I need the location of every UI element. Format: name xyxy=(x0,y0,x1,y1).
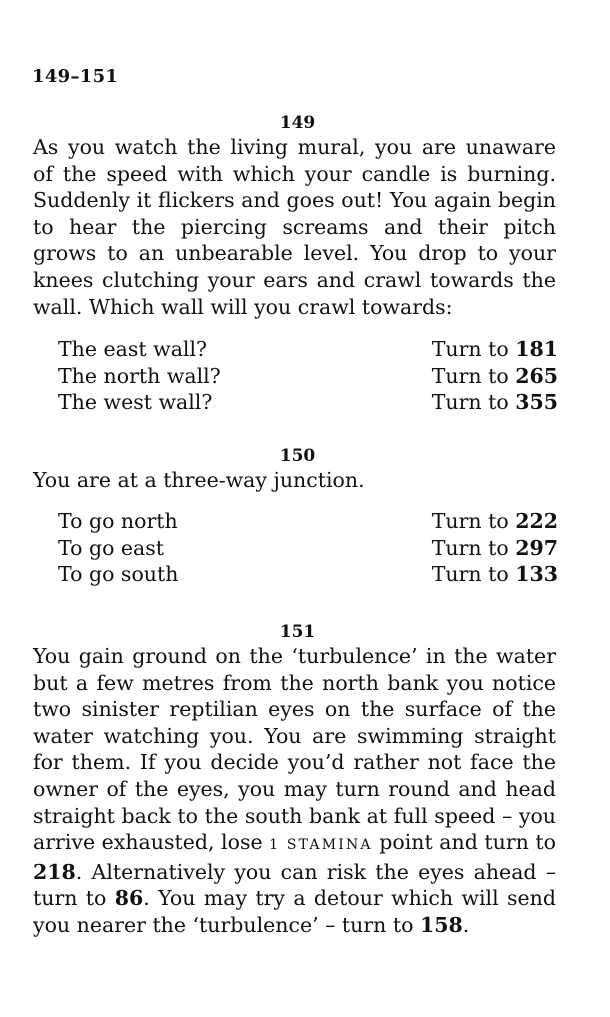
section-number-150: 150 xyxy=(279,446,316,466)
choice-row: The east wall? Turn to 181 xyxy=(58,336,558,363)
section-number-149: 149 xyxy=(279,113,316,133)
turn-to: Turn to 222 xyxy=(431,509,558,533)
choice-row: To go east Turn to 297 xyxy=(58,535,558,562)
turn-number: 86 xyxy=(114,886,144,911)
turn-number: 355 xyxy=(515,390,558,415)
turn-number: 265 xyxy=(515,363,558,388)
choice-label: The east wall? xyxy=(58,337,208,361)
number-one: 1 xyxy=(269,837,281,854)
section-150-choices: To go north Turn to 222 To go east Turn … xyxy=(58,508,558,588)
stamina-term: stamina xyxy=(286,837,373,854)
running-head: 149–151 xyxy=(32,66,119,87)
choice-row: The west wall? Turn to 355 xyxy=(58,389,558,416)
choice-label: To go south xyxy=(58,562,179,587)
choice-row: To go south Turn to 133 xyxy=(58,561,558,588)
choice-label: To go north xyxy=(58,509,178,533)
turn-to: Turn to 265 xyxy=(431,363,558,388)
section-149-choices: The east wall? Turn to 181 The north wal… xyxy=(58,336,558,416)
turn-to: Turn to 133 xyxy=(431,562,558,587)
turn-number: 222 xyxy=(515,509,558,533)
turn-number: 158 xyxy=(419,912,463,937)
section-number-151: 151 xyxy=(279,622,316,642)
choice-row: The north wall? Turn to 265 xyxy=(58,363,558,390)
choice-label: The west wall? xyxy=(58,390,213,415)
turn-number: 218 xyxy=(33,859,76,884)
section-149-text: As you watch the living mural, you are u… xyxy=(33,135,556,319)
choice-row: To go north Turn to 222 xyxy=(58,508,558,535)
choice-label: The north wall? xyxy=(58,363,221,388)
turn-number: 133 xyxy=(515,562,558,587)
section-151-text: You gain ground on the ‘turbulence’ in t… xyxy=(33,644,556,937)
choice-label: To go east xyxy=(58,535,165,560)
turn-to: Turn to 297 xyxy=(431,535,558,560)
turn-to: Turn to 181 xyxy=(431,337,558,361)
turn-number: 297 xyxy=(515,535,558,560)
section-150-text: You are at a three-way junction. xyxy=(33,468,365,492)
turn-to: Turn to 355 xyxy=(431,390,558,415)
turn-number: 181 xyxy=(515,337,558,361)
